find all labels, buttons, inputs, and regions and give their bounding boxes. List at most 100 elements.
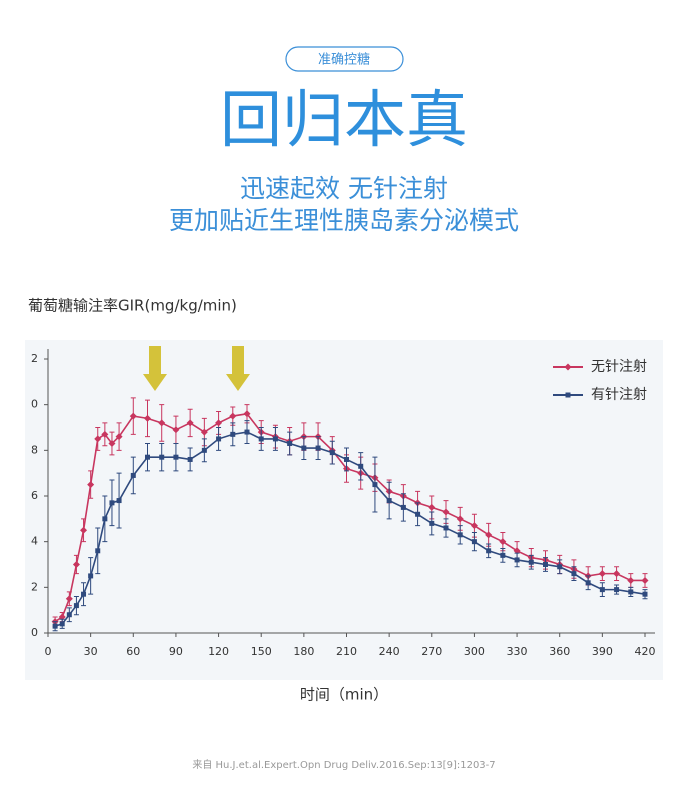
x-tick-label: 330 (507, 645, 528, 658)
data-point (230, 431, 236, 437)
data-point (571, 571, 577, 577)
data-point (456, 515, 464, 523)
y-tick-label: 0 (31, 626, 38, 639)
data-point (500, 552, 506, 558)
data-point (244, 429, 250, 435)
data-point (144, 414, 151, 422)
data-point (642, 591, 648, 597)
data-point (130, 472, 136, 478)
data-point (159, 454, 165, 460)
data-point (613, 570, 621, 578)
data-point (543, 562, 548, 567)
data-point (528, 559, 534, 565)
data-point (641, 576, 649, 584)
data-point (470, 522, 478, 530)
data-point (429, 520, 435, 526)
data-point (513, 547, 521, 555)
x-tick-label: 60 (126, 645, 140, 658)
x-tick-label: 0 (45, 645, 52, 658)
data-point (486, 548, 492, 554)
data-point (95, 548, 101, 554)
y-axis-label: 葡萄糖输注率GIR(mg/kg/min) (28, 297, 237, 315)
data-point (471, 539, 477, 545)
data-point (172, 426, 180, 434)
data-point (59, 621, 65, 627)
data-point (87, 481, 95, 489)
x-tick-label: 300 (464, 645, 485, 658)
data-point (72, 561, 80, 568)
data-point (557, 564, 563, 570)
x-tick-label: 270 (421, 645, 442, 658)
data-point (216, 436, 222, 442)
data-point (116, 498, 122, 504)
data-point (94, 435, 102, 443)
data-point (129, 412, 137, 420)
data-point (115, 433, 123, 441)
data-point (108, 439, 116, 447)
legend-marker (564, 363, 572, 371)
data-point (329, 450, 335, 456)
legend-marker (565, 392, 571, 398)
x-tick-label: 240 (379, 645, 400, 658)
data-point (258, 436, 264, 442)
data-point (200, 428, 208, 436)
x-axis-label: 时间（min） (300, 686, 388, 704)
x-tick-label: 150 (251, 645, 272, 658)
data-point (65, 595, 73, 603)
data-point (415, 511, 421, 517)
data-point (187, 456, 193, 462)
data-point (201, 447, 207, 453)
x-tick-label: 420 (635, 645, 656, 658)
data-point (301, 445, 307, 451)
data-point (58, 613, 66, 621)
data-point (215, 419, 223, 427)
data-point (80, 526, 88, 534)
y-tick-label: 0 (31, 398, 38, 411)
x-tick-label: 360 (549, 645, 570, 658)
data-point (598, 570, 606, 578)
plot-background (25, 340, 663, 680)
data-point (585, 580, 591, 586)
x-tick-label: 180 (293, 645, 314, 658)
data-point (145, 454, 150, 460)
data-point (158, 419, 166, 427)
subtitle: 更加贴近生理性胰岛素分泌模式 (169, 206, 519, 235)
data-point (400, 504, 406, 510)
source: 来自 Hu.J.et.al.Expert.Opn Drug Deliv.2016… (192, 758, 495, 771)
data-point (358, 463, 364, 469)
data-point (485, 531, 493, 539)
data-point (315, 445, 321, 451)
badge-box (285, 46, 404, 72)
x-tick-label: 390 (592, 645, 613, 658)
data-point (272, 436, 278, 442)
data-point (428, 503, 436, 511)
data-point (173, 454, 179, 460)
data-point (101, 430, 109, 438)
data-point (499, 538, 507, 546)
data-point (443, 525, 449, 531)
legend-label: 无针注射 (591, 359, 647, 375)
y-tick-label: 2 (31, 580, 38, 593)
data-point (514, 557, 520, 563)
data-point (73, 603, 79, 609)
data-point (243, 410, 251, 418)
legend-label: 有针注射 (591, 387, 647, 403)
data-point (344, 456, 349, 462)
subtitle: 迅速起效 无针注射 (240, 174, 448, 203)
y-tick-label: 8 (31, 443, 38, 456)
badge: 准确控糖 (318, 52, 370, 68)
data-point (88, 573, 94, 579)
x-tick-label: 120 (208, 645, 229, 658)
data-point (287, 440, 293, 446)
headline: 回归本真 (220, 83, 468, 156)
data-point (229, 412, 237, 420)
arrow (226, 346, 250, 391)
data-point (66, 612, 72, 618)
data-point (52, 623, 58, 629)
data-point (102, 516, 108, 522)
data-point (627, 576, 635, 584)
data-point (457, 532, 463, 538)
x-tick-label: 90 (169, 645, 183, 658)
data-point (81, 591, 87, 597)
